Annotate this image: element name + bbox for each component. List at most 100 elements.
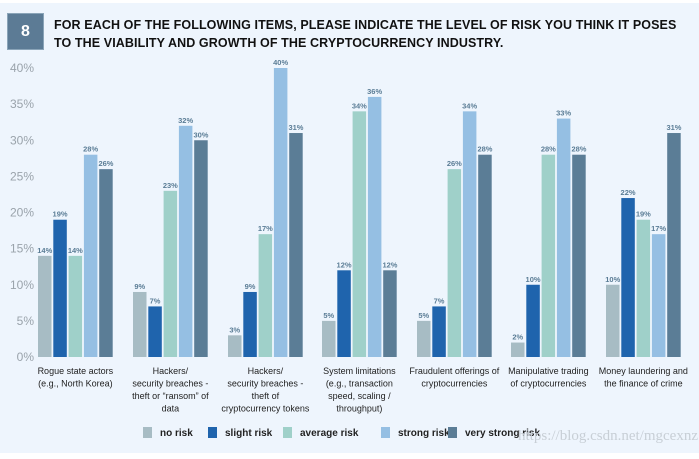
data-label: 36%: [367, 87, 382, 96]
data-label: 12%: [382, 260, 397, 269]
figure-number-badge: 8: [7, 13, 44, 50]
data-label: 14%: [68, 246, 83, 255]
category-label: theft or “ransom” of: [132, 391, 209, 401]
bar: [352, 111, 367, 357]
bar: [337, 270, 351, 357]
data-label: 10%: [526, 275, 541, 284]
data-label: 28%: [477, 145, 492, 154]
legend-label: no risk: [160, 428, 193, 439]
data-label: 31%: [288, 123, 303, 132]
bar: [432, 306, 446, 357]
bar: [636, 219, 651, 357]
category-label: Fraudulent offerings of: [409, 366, 499, 376]
data-label: 33%: [556, 109, 571, 118]
data-label: 32%: [178, 116, 193, 125]
data-label: 34%: [352, 101, 367, 110]
data-label: 9%: [245, 282, 256, 291]
y-tick-label: 0%: [17, 350, 35, 364]
data-label: 34%: [462, 101, 477, 110]
bar: [606, 284, 620, 357]
chart-title: FOR EACH OF THE FOLLOWING ITEMS, PLEASE …: [54, 18, 677, 50]
data-label: 26%: [98, 159, 113, 168]
category-label: Manipulative trading: [508, 366, 589, 376]
category-label: the finance of crime: [604, 379, 683, 389]
category-label: Hackers/: [153, 366, 189, 376]
bar: [194, 140, 208, 357]
bar: [322, 320, 336, 357]
bar: [462, 111, 477, 357]
bar: [133, 291, 147, 357]
bar: [99, 169, 113, 357]
data-label: 28%: [83, 145, 98, 154]
data-label: 19%: [53, 210, 68, 219]
bar: [541, 154, 556, 357]
category-label: Rogue state actors: [38, 366, 114, 376]
data-label: 17%: [258, 224, 273, 233]
bar: [148, 306, 162, 357]
y-tick-label: 10%: [10, 278, 34, 292]
legend-swatch: [283, 427, 292, 438]
legend-swatch: [381, 427, 390, 438]
bar: [383, 270, 397, 357]
legend-swatch: [143, 427, 152, 438]
y-tick-label: 15%: [10, 242, 34, 256]
legend-swatch: [208, 427, 217, 438]
bar: [526, 284, 540, 357]
bar: [621, 198, 635, 357]
data-label: 23%: [163, 181, 178, 190]
bar: [478, 154, 492, 357]
bar: [572, 154, 586, 357]
bar: [447, 169, 462, 357]
legend-swatch: [448, 427, 457, 438]
bar: [83, 154, 98, 357]
category-label: theft of: [252, 391, 280, 401]
bar: [163, 190, 178, 357]
data-label: 2%: [512, 333, 523, 342]
data-label: 7%: [434, 296, 445, 305]
legend-label: very strong risk: [465, 428, 540, 439]
legend-label: slight risk: [225, 428, 273, 439]
data-label: 28%: [541, 145, 556, 154]
legend-label: strong risk: [398, 428, 450, 439]
data-label: 14%: [37, 246, 52, 255]
data-label: 26%: [447, 159, 462, 168]
bar: [178, 125, 193, 357]
bar: [38, 255, 52, 357]
category-label: cryptocurrency tokens: [221, 404, 310, 414]
data-label: 3%: [229, 325, 240, 334]
data-label: 30%: [193, 130, 208, 139]
category-label: data: [162, 404, 180, 414]
data-label: 5%: [418, 311, 429, 320]
data-label: 5%: [323, 311, 334, 320]
y-tick-label: 5%: [17, 314, 35, 328]
bar: [667, 133, 681, 357]
y-tick-label: 35%: [10, 97, 34, 111]
bar: [258, 234, 273, 357]
y-tick-label: 40%: [10, 61, 34, 75]
category-label: cryptocurrencies: [421, 379, 488, 389]
data-label: 7%: [150, 296, 161, 305]
bar: [273, 68, 288, 357]
watermark: https://blog.csdn.net/mgcexnz: [518, 428, 698, 444]
y-tick-label: 20%: [10, 206, 34, 220]
category-label: security breaches -: [227, 379, 303, 389]
data-label: 10%: [605, 275, 620, 284]
category-label: Hackers/: [248, 366, 284, 376]
legend-label: average risk: [300, 428, 359, 439]
data-label: 40%: [273, 58, 288, 67]
data-label: 9%: [134, 282, 145, 291]
bar: [228, 335, 242, 357]
category-label: of cryptocurrencies: [510, 379, 587, 389]
y-tick-label: 30%: [10, 133, 34, 147]
bar: [367, 96, 382, 358]
category-label: (e.g., North Korea): [38, 379, 113, 389]
category-label: speed, scaling /: [328, 391, 391, 401]
bar: [68, 255, 83, 357]
bar: [556, 118, 571, 357]
bar: [289, 133, 303, 357]
data-label: 31%: [666, 123, 681, 132]
bar: [53, 219, 67, 357]
category-label: (e.g., transaction: [326, 379, 393, 389]
category-label: System limitations: [323, 366, 396, 376]
